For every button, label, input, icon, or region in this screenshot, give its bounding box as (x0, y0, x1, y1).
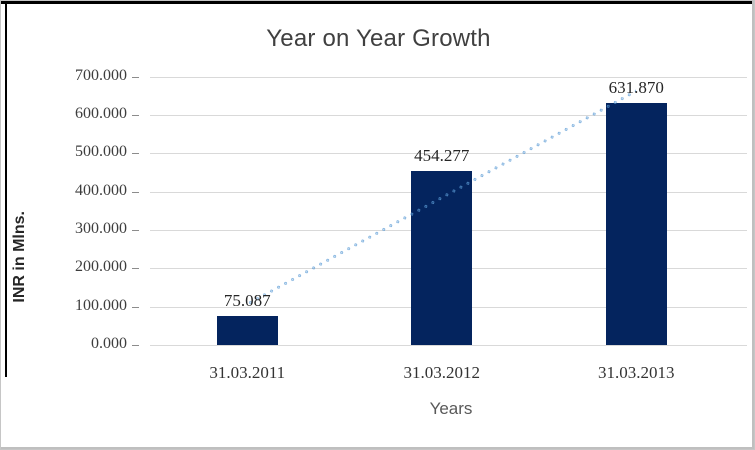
x-tick-label: 31.03.2013 (598, 363, 675, 382)
y-tick-label: 400.000 (75, 181, 127, 199)
frame-bottom-shadow (1, 447, 754, 449)
bar-31.03.2011 (216, 316, 278, 345)
y-tick-label: 300.000 (75, 220, 127, 237)
y-tick-label: 0.000 (91, 335, 127, 352)
gridline (150, 115, 747, 117)
y-axis-title-text: INR in Mlns. (11, 211, 28, 303)
frame-right-shadow (752, 1, 754, 449)
y-axis-tickmark (132, 191, 139, 193)
gridline (150, 345, 747, 346)
y-axis-tickmark (132, 153, 139, 155)
frame-left-border (5, 1, 7, 377)
y-tick-label: 100.000 (75, 296, 127, 314)
y-tick-label: 500.000 (75, 143, 127, 161)
gridline (150, 76, 747, 78)
x-tick-label: 31.03.2012 (403, 363, 481, 382)
x-axis-title: Years (429, 399, 473, 418)
chart-title: Year on Year Growth (266, 25, 491, 52)
y-tick-label: 600.000 (75, 105, 127, 123)
bar-31.03.2012 (411, 170, 473, 345)
bar-value-label: 631.870 (608, 77, 664, 97)
y-axis-tickmark (132, 306, 139, 308)
bar-31.03.2013 (605, 102, 667, 345)
x-tick-label: 31.03.2011 (209, 363, 286, 382)
y-axis-tickmark (132, 76, 139, 78)
y-axis-tickmark (132, 115, 139, 117)
y-tick-label: 200.000 (75, 258, 127, 276)
y-axis-tickmark (132, 230, 139, 231)
y-axis-tickmark (132, 345, 139, 346)
y-axis-tickmark (132, 268, 139, 270)
bar-value-label: 454.277 (414, 145, 470, 165)
y-tick-label: 700.000 (75, 66, 127, 84)
bar-value-label: 75.087 (223, 291, 271, 311)
gridline (150, 153, 747, 155)
frame-top-border (1, 1, 754, 4)
